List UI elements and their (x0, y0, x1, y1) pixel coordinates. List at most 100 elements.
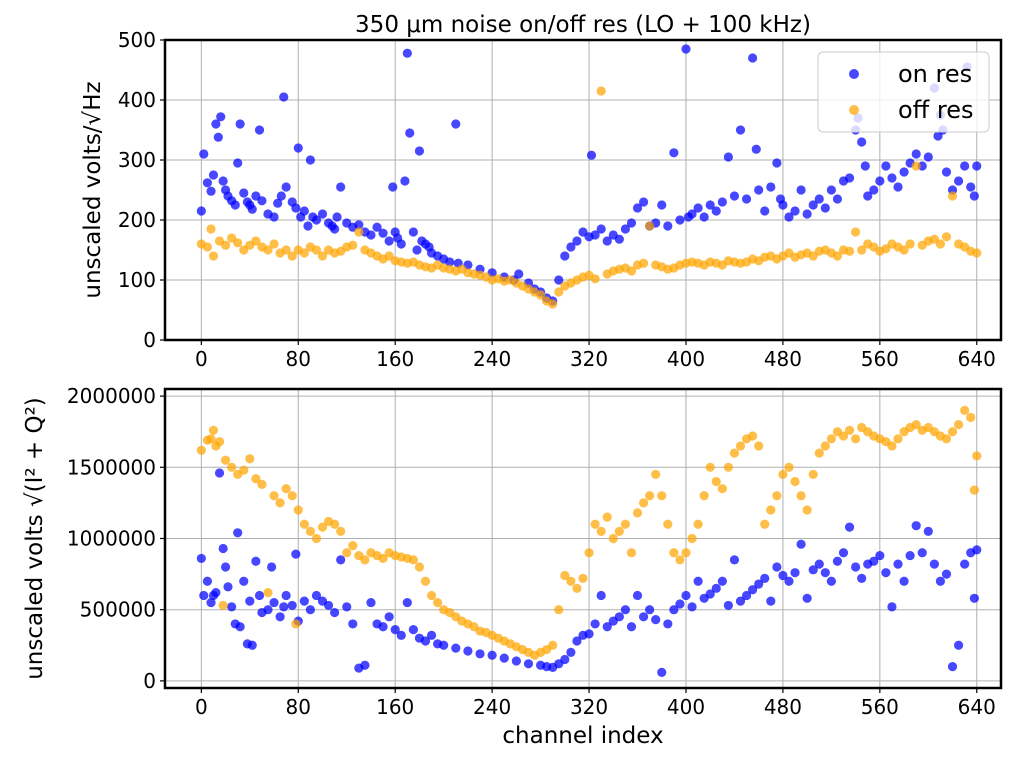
data-point (814, 194, 824, 204)
y-axis-label: unscaled volts/√Hz (80, 81, 106, 298)
data-point (305, 526, 315, 536)
data-point (638, 197, 649, 207)
y-tick-label: 0 (143, 669, 156, 693)
data-point (218, 600, 228, 611)
x-tick-label: 160 (376, 347, 414, 371)
data-point (911, 419, 921, 430)
data-point (291, 619, 301, 629)
data-point (402, 597, 412, 608)
data-point (645, 491, 655, 501)
data-point (235, 622, 245, 632)
y-axis-label: unscaled volts √(I² + Q²) (22, 397, 48, 680)
data-point (206, 224, 216, 234)
data-point (535, 290, 546, 300)
data-point (251, 556, 261, 566)
data-point (699, 212, 709, 222)
data-point (412, 245, 422, 255)
data-point (663, 519, 673, 529)
data-point (305, 605, 315, 615)
x-tick-label: 400 (667, 695, 705, 719)
data-point (681, 590, 691, 601)
data-point (287, 491, 297, 501)
y-tick-label: 100 (118, 268, 156, 292)
data-point (911, 521, 921, 531)
data-point (651, 469, 661, 480)
data-point (360, 660, 370, 670)
data-point (220, 455, 231, 465)
data-point (206, 597, 216, 608)
data-point (596, 590, 606, 601)
data-point (760, 206, 770, 216)
data-point (760, 519, 770, 529)
data-point (620, 224, 631, 234)
x-tick-label: 240 (473, 695, 511, 719)
data-point (626, 622, 637, 632)
data-point (590, 619, 600, 629)
data-point (735, 441, 746, 451)
data-point (378, 228, 388, 238)
data-point (947, 427, 958, 437)
data-point (881, 161, 891, 171)
data-point (972, 248, 982, 258)
x-tick-label: 480 (764, 347, 802, 371)
data-point (748, 431, 758, 441)
y-tick-label: 400 (118, 88, 156, 112)
data-point (675, 215, 685, 225)
data-point (860, 161, 870, 171)
data-point (790, 206, 800, 216)
data-point (596, 526, 606, 536)
data-point (239, 465, 249, 475)
data-point (342, 602, 352, 612)
data-point (566, 242, 576, 252)
data-point (832, 251, 843, 261)
y-tick-label: 500000 (80, 598, 156, 622)
data-point (972, 451, 982, 461)
data-point (772, 491, 782, 501)
data-point (887, 602, 897, 612)
data-point (227, 462, 237, 472)
data-point (790, 476, 800, 487)
data-point (917, 548, 927, 558)
x-tick-label: 0 (195, 347, 208, 371)
series-on-res (196, 468, 982, 677)
data-point (687, 602, 697, 612)
data-point (626, 548, 637, 558)
data-point (279, 602, 289, 612)
data-point (396, 239, 406, 249)
x-tick-label: 640 (958, 347, 996, 371)
data-point (366, 230, 376, 240)
data-point (802, 209, 812, 219)
data-point (705, 462, 715, 472)
data-point (887, 173, 897, 183)
data-point (254, 125, 265, 135)
data-point (844, 173, 855, 183)
data-point (935, 239, 946, 249)
data-point (766, 596, 776, 606)
data-point (590, 274, 600, 284)
data-point (311, 215, 322, 225)
data-point (911, 149, 921, 159)
data-point (754, 441, 764, 451)
data-point (953, 419, 964, 430)
data-point (273, 198, 283, 208)
data-point (802, 505, 812, 515)
data-point (826, 185, 836, 195)
data-point (523, 659, 534, 669)
data-point (905, 550, 915, 561)
data-point (729, 448, 740, 458)
data-point (336, 182, 346, 192)
data-point (796, 185, 806, 195)
data-point (213, 132, 223, 142)
data-point (626, 266, 637, 276)
data-point (220, 562, 231, 572)
data-point (590, 230, 600, 240)
data-point (311, 245, 322, 255)
data-point (317, 522, 328, 532)
data-point (554, 275, 564, 285)
data-point (263, 245, 273, 255)
data-point (330, 607, 340, 618)
data-point (814, 559, 824, 569)
data-point (838, 431, 849, 441)
data-point (887, 441, 897, 451)
data-point (299, 519, 309, 529)
